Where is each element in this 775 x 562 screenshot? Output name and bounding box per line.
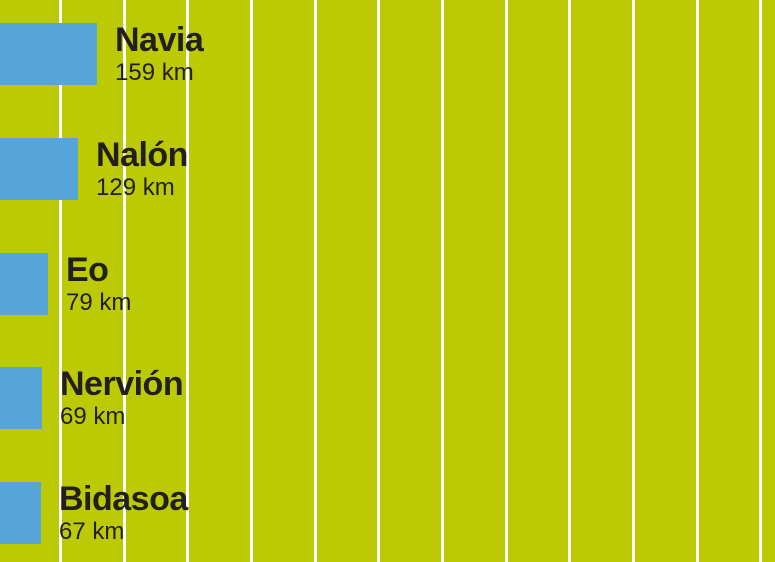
river-name-label: Navia xyxy=(115,21,204,59)
river-length-label: 79 km xyxy=(66,288,132,316)
gridline xyxy=(504,0,508,562)
gridline xyxy=(249,0,253,562)
bar-nervion xyxy=(0,367,42,430)
river-name-label: Nalón xyxy=(96,135,188,174)
bar-row: Navia 159 km xyxy=(0,21,204,86)
river-name-label: Eo xyxy=(66,250,109,289)
gridline xyxy=(695,0,699,562)
bar-row: Nalón 129 km xyxy=(0,137,188,200)
bar-eo xyxy=(0,252,48,315)
bar-label-group: Navia 159 km xyxy=(115,21,204,86)
river-length-label: 129 km xyxy=(96,173,175,201)
river-length-label: 159 km xyxy=(115,59,194,86)
bar-row: Bidasoa 67 km xyxy=(0,482,188,544)
gridline xyxy=(186,0,190,562)
bar-label-group: Eo 79 km xyxy=(66,253,131,315)
gridline xyxy=(313,0,317,562)
gridline xyxy=(59,0,62,562)
bar-label-group: Nalón 129 km xyxy=(96,138,188,200)
gridline xyxy=(440,0,444,562)
gridline xyxy=(377,0,381,562)
bar-label-group: Nervión 69 km xyxy=(60,365,184,431)
gridline xyxy=(122,0,126,562)
bar-label-group: Bidasoa 67 km xyxy=(59,482,188,544)
river-length-label: 69 km xyxy=(60,403,126,431)
river-name-label: Nervión xyxy=(60,365,184,404)
bar-row: Nervión 69 km xyxy=(0,365,184,431)
river-name-label: Bidasoa xyxy=(59,480,188,518)
gridline xyxy=(631,0,635,562)
bar-nalon xyxy=(0,137,78,200)
river-length-label: 67 km xyxy=(59,518,125,545)
bar-navia xyxy=(0,23,97,85)
bar-row: Eo 79 km xyxy=(0,252,131,315)
bar-bidasoa xyxy=(0,482,41,544)
gridline xyxy=(568,0,572,562)
gridline xyxy=(759,0,763,562)
